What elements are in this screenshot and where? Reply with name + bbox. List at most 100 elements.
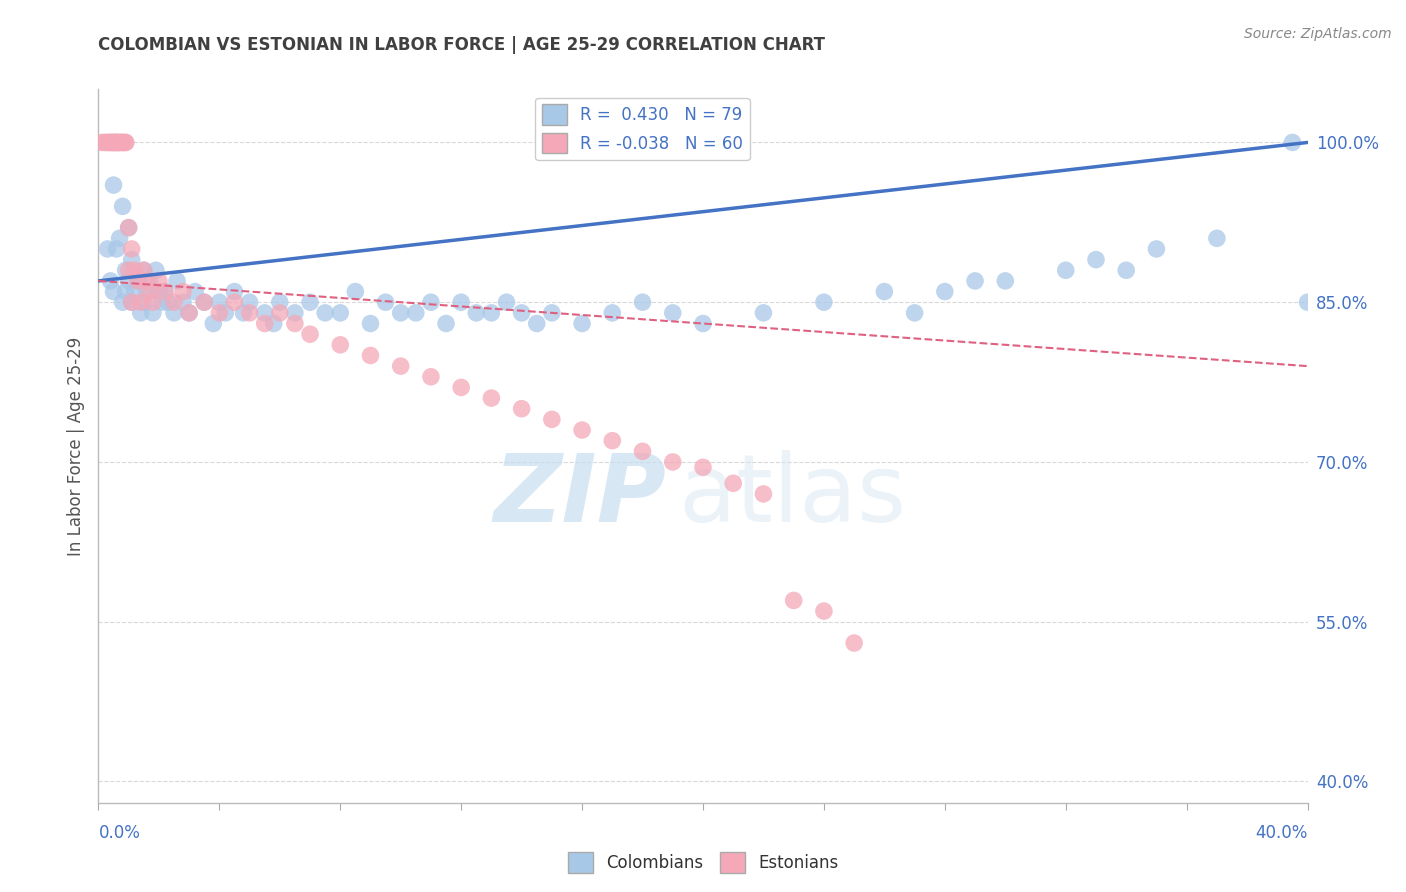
- Point: [904, 306, 927, 320]
- Point: [172, 295, 194, 310]
- Point: [179, 306, 201, 320]
- Point: [103, 136, 125, 150]
- Point: [100, 136, 122, 150]
- Legend: R =  0.430   N = 79, R = -0.038   N = 60: R = 0.430 N = 79, R = -0.038 N = 60: [536, 97, 749, 160]
- Point: [153, 285, 176, 299]
- Point: [118, 274, 141, 288]
- Point: [96, 136, 118, 150]
- Point: [813, 604, 835, 618]
- Point: [118, 220, 141, 235]
- Point: [374, 295, 396, 310]
- Point: [344, 285, 367, 299]
- Point: [269, 306, 291, 320]
- Point: [114, 263, 136, 277]
- Point: [135, 274, 157, 288]
- Point: [172, 285, 194, 299]
- Point: [481, 306, 503, 320]
- Point: [100, 136, 122, 150]
- Point: [783, 593, 806, 607]
- Point: [105, 136, 128, 150]
- Point: [526, 317, 548, 331]
- Point: [179, 306, 201, 320]
- Point: [139, 274, 162, 288]
- Point: [510, 306, 533, 320]
- Point: [965, 274, 987, 288]
- Point: [329, 306, 352, 320]
- Point: [124, 285, 146, 299]
- Point: [100, 274, 122, 288]
- Point: [434, 317, 457, 331]
- Point: [314, 306, 336, 320]
- Point: [108, 136, 131, 150]
- Point: [232, 306, 254, 320]
- Point: [118, 263, 141, 277]
- Point: [121, 295, 143, 310]
- Point: [111, 136, 134, 150]
- Point: [90, 136, 112, 150]
- Point: [121, 242, 143, 256]
- Point: [148, 274, 170, 288]
- Point: [208, 306, 231, 320]
- Point: [105, 242, 128, 256]
- Legend: Colombians, Estonians: Colombians, Estonians: [561, 846, 845, 880]
- Point: [752, 306, 775, 320]
- Point: [752, 487, 775, 501]
- Point: [127, 274, 149, 288]
- Point: [129, 306, 152, 320]
- Point: [329, 338, 352, 352]
- Point: [1054, 263, 1077, 277]
- Point: [934, 285, 956, 299]
- Point: [139, 285, 162, 299]
- Point: [631, 444, 654, 458]
- Point: [1206, 231, 1229, 245]
- Point: [96, 242, 118, 256]
- Point: [111, 295, 134, 310]
- Point: [420, 295, 443, 310]
- Point: [994, 274, 1017, 288]
- Point: [108, 136, 131, 150]
- Point: [184, 285, 207, 299]
- Point: [299, 327, 322, 342]
- Point: [420, 369, 443, 384]
- Text: Source: ZipAtlas.com: Source: ZipAtlas.com: [1244, 27, 1392, 41]
- Point: [114, 136, 136, 150]
- Point: [193, 295, 215, 310]
- Point: [132, 263, 155, 277]
- Point: [1281, 136, 1303, 150]
- Point: [723, 476, 745, 491]
- Point: [114, 285, 136, 299]
- Point: [661, 306, 683, 320]
- Point: [510, 401, 533, 416]
- Point: [284, 317, 307, 331]
- Point: [1146, 242, 1168, 256]
- Point: [127, 274, 149, 288]
- Point: [103, 136, 125, 150]
- Point: [692, 317, 714, 331]
- Point: [103, 178, 125, 192]
- Point: [1115, 263, 1137, 277]
- Point: [163, 306, 186, 320]
- Point: [602, 306, 624, 320]
- Point: [495, 295, 517, 310]
- Point: [150, 295, 173, 310]
- Text: COLOMBIAN VS ESTONIAN IN LABOR FORCE | AGE 25-29 CORRELATION CHART: COLOMBIAN VS ESTONIAN IN LABOR FORCE | A…: [98, 36, 825, 54]
- Point: [692, 460, 714, 475]
- Point: [389, 359, 412, 373]
- Point: [96, 136, 118, 150]
- Point: [108, 231, 131, 245]
- Point: [111, 199, 134, 213]
- Point: [299, 295, 322, 310]
- Point: [93, 136, 115, 150]
- Point: [360, 317, 382, 331]
- Point: [253, 317, 276, 331]
- Point: [269, 295, 291, 310]
- Point: [540, 412, 562, 426]
- Point: [571, 423, 593, 437]
- Point: [450, 380, 472, 394]
- Text: ZIP: ZIP: [494, 450, 666, 542]
- Point: [253, 306, 276, 320]
- Point: [132, 263, 155, 277]
- Point: [129, 295, 152, 310]
- Point: [813, 295, 835, 310]
- Point: [132, 295, 155, 310]
